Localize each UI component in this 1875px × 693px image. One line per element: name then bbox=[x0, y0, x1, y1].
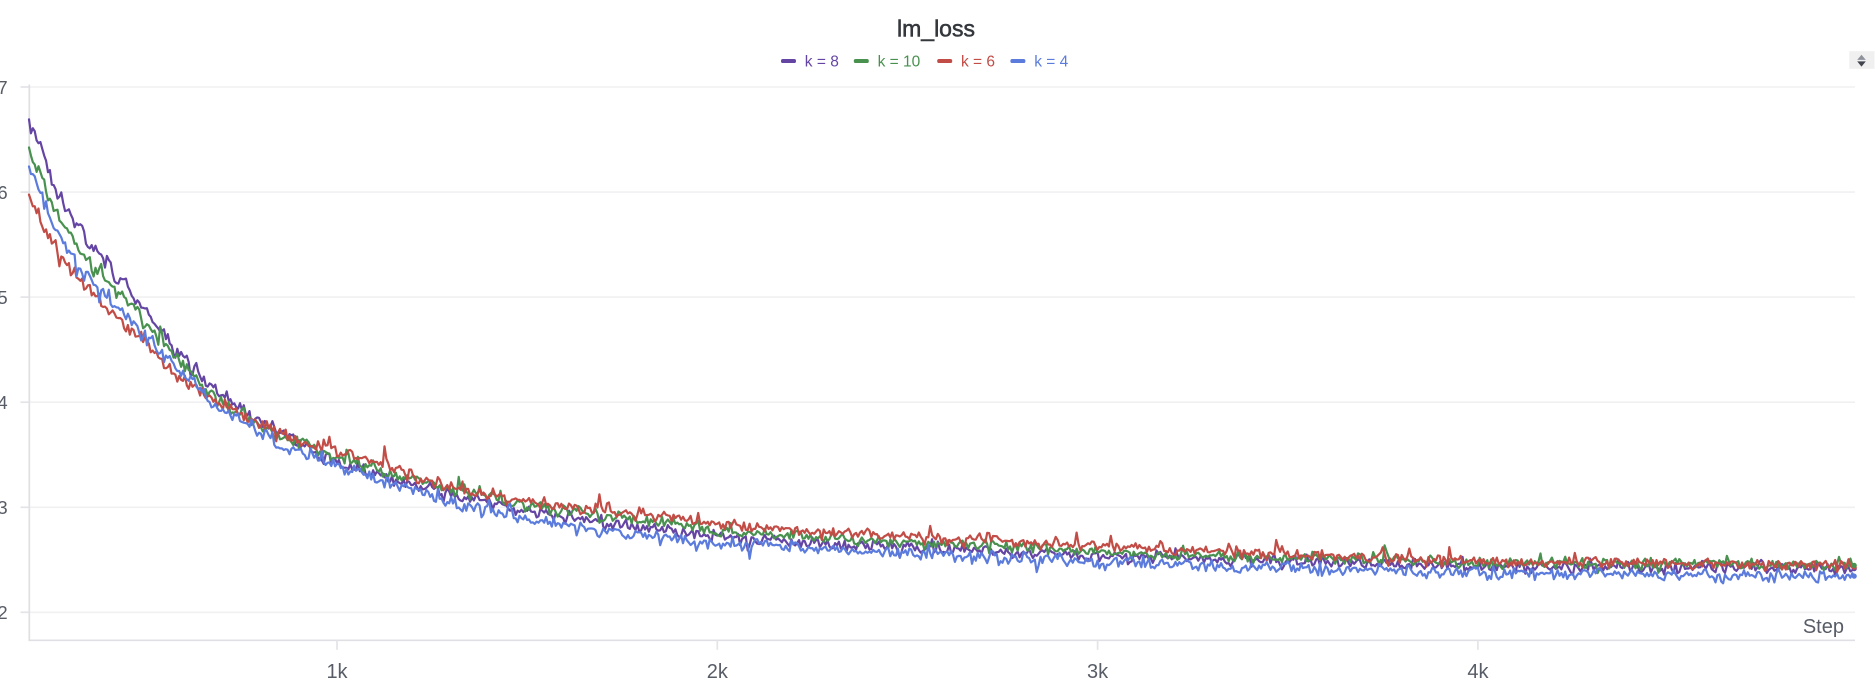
svg-text:4: 4 bbox=[0, 392, 8, 413]
svg-text:2k: 2k bbox=[707, 661, 729, 683]
svg-text:6: 6 bbox=[0, 182, 8, 203]
svg-text:1k: 1k bbox=[326, 661, 348, 683]
svg-text:k = 4: k = 4 bbox=[1034, 54, 1068, 71]
svg-text:k = 10: k = 10 bbox=[878, 54, 921, 71]
svg-text:3k: 3k bbox=[1087, 661, 1109, 683]
svg-text:4k: 4k bbox=[1467, 661, 1489, 683]
svg-text:k = 6: k = 6 bbox=[961, 54, 995, 71]
svg-text:lm_loss: lm_loss bbox=[897, 16, 975, 42]
svg-text:2: 2 bbox=[0, 602, 8, 623]
svg-text:5: 5 bbox=[0, 287, 8, 308]
svg-text:k = 8: k = 8 bbox=[805, 54, 839, 71]
svg-text:7: 7 bbox=[0, 77, 8, 98]
svg-text:Step: Step bbox=[1803, 616, 1844, 638]
svg-text:3: 3 bbox=[0, 497, 8, 518]
